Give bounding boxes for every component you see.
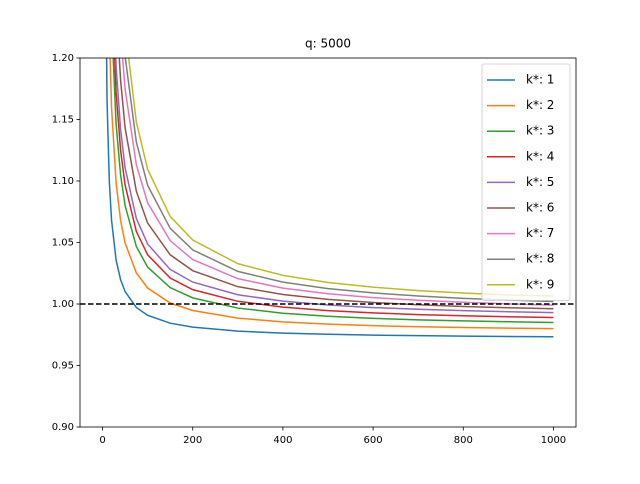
legend-label: k*: 8 <box>526 252 554 266</box>
legend-label: k*: 9 <box>526 277 554 291</box>
y-tick-label: 1.05 <box>52 238 74 249</box>
x-tick-label: 0 <box>99 435 105 446</box>
legend-label: k*: 4 <box>526 149 554 163</box>
series-line <box>124 58 554 303</box>
x-tick-label: 200 <box>183 435 202 446</box>
legend-label: k*: 7 <box>526 226 554 240</box>
legend-label: k*: 2 <box>526 98 554 112</box>
y-tick-label: 1.10 <box>52 176 74 187</box>
legend-label: k*: 3 <box>526 124 554 138</box>
y-tick-label: 1.15 <box>52 115 74 126</box>
y-tick-label: 0.90 <box>52 422 74 433</box>
x-tick-label: 1000 <box>541 435 566 446</box>
series-line <box>109 58 554 330</box>
y-tick-label: 0.95 <box>52 361 74 372</box>
series-line <box>121 58 554 306</box>
series-line <box>113 58 554 319</box>
y-tick-label: 1.20 <box>52 53 74 64</box>
series-line <box>127 58 554 297</box>
chart-title: q: 5000 <box>305 37 351 51</box>
series-line <box>105 58 554 338</box>
series-line <box>112 58 554 324</box>
x-tick-label: 800 <box>454 435 473 446</box>
legend-label: k*: 6 <box>526 201 554 215</box>
legend-label: k*: 1 <box>526 73 554 87</box>
series-line <box>115 58 554 314</box>
plot-area <box>80 58 576 338</box>
legend-label: k*: 5 <box>526 175 554 189</box>
x-tick-label: 600 <box>364 435 383 446</box>
x-tick-label: 400 <box>273 435 292 446</box>
legend-box <box>481 63 571 301</box>
y-tick-label: 1.00 <box>52 299 74 310</box>
